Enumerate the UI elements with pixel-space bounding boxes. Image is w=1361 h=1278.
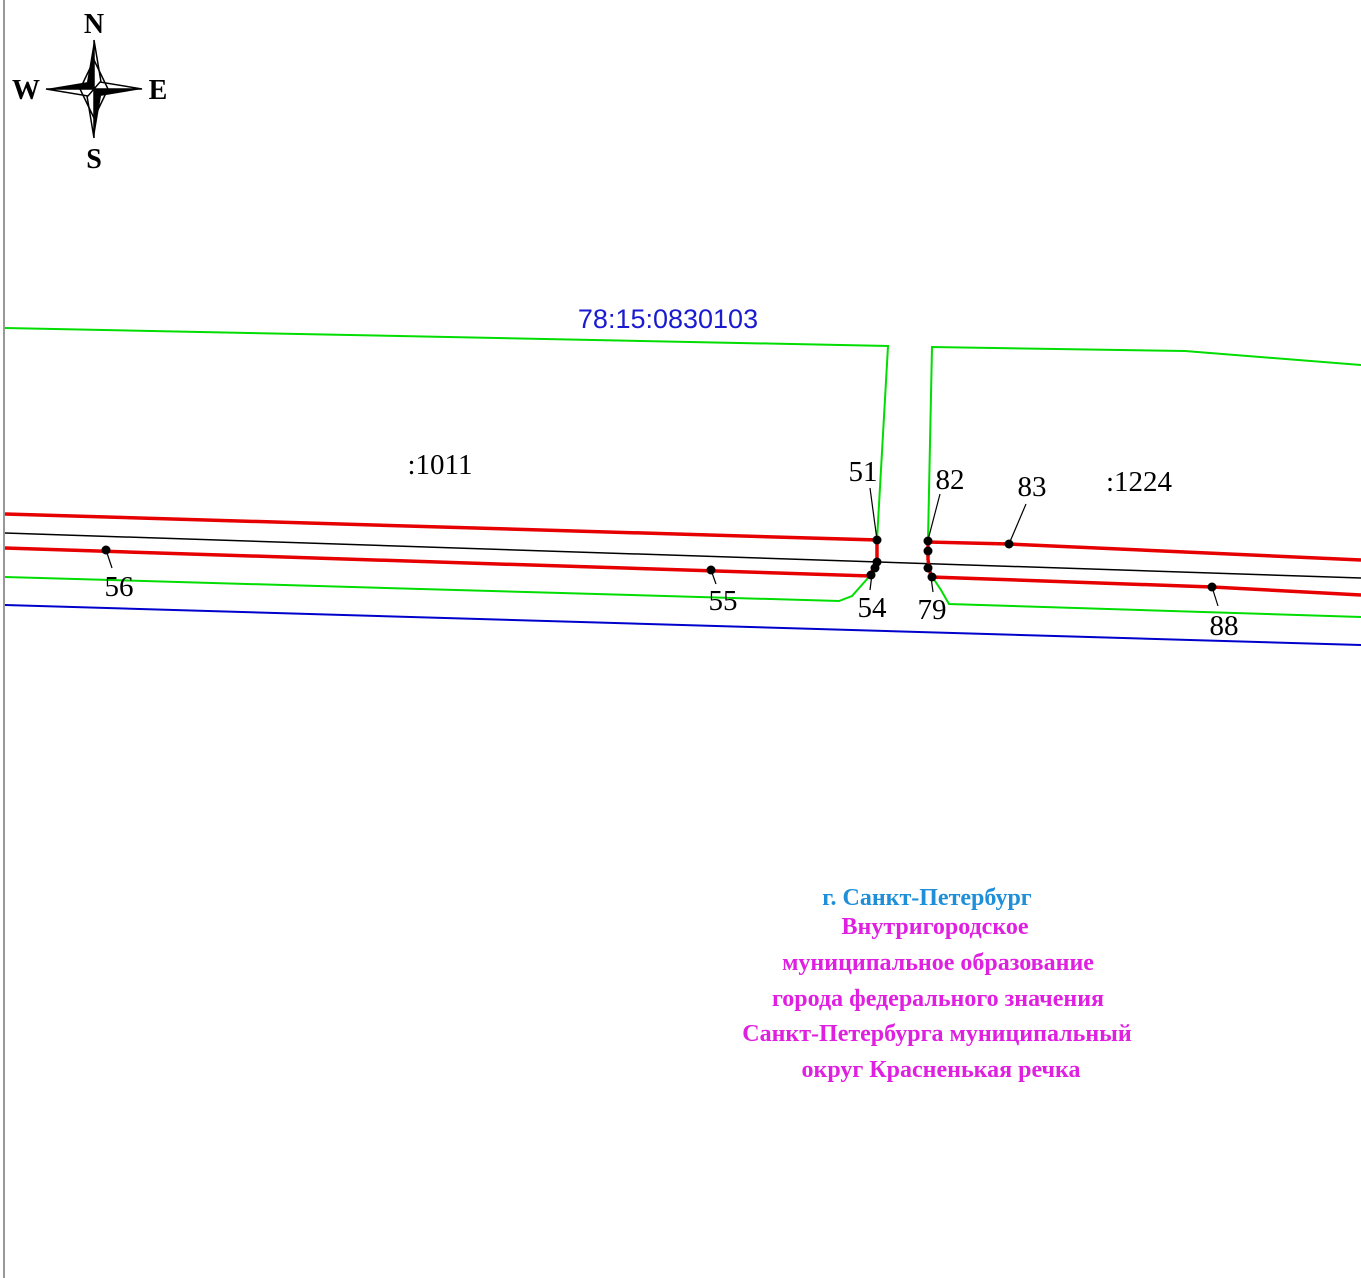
red-line-top-right: [926, 540, 1361, 562]
compass-east-label: E: [149, 75, 168, 106]
compass-star-icon: [45, 39, 143, 139]
center-line: [4, 532, 1361, 579]
point-label-56: 56: [105, 571, 134, 603]
city-label: г. Санкт-Петербург: [822, 885, 1032, 911]
compass-south-label: S: [86, 144, 102, 175]
point-marker-54: [866, 570, 876, 580]
municipality-label-line-4: Санкт-Петербурга муниципальный: [742, 1021, 1132, 1047]
block-boundary-line: [4, 604, 1361, 646]
point-label-54: 54: [858, 592, 888, 624]
compass-north-label: N: [84, 9, 104, 40]
point-marker-51: [872, 535, 882, 545]
point-label-82: 82: [936, 464, 965, 496]
point-marker-88: [1207, 582, 1217, 592]
point-marker-82: [923, 536, 933, 546]
parcel-label-left: :1011: [408, 449, 473, 481]
parcel-boundary-bottom-left: [4, 576, 869, 603]
point-label-79: 79: [918, 594, 947, 626]
point-label-55: 55: [709, 585, 738, 617]
point-label-83: 83: [1018, 471, 1047, 503]
parcel-boundary-bottom-right: [932, 577, 1361, 618]
point-marker-80: [923, 563, 933, 573]
point-leaders: [105, 487, 1219, 607]
point-marker-81: [923, 546, 933, 556]
municipality-label-line-5: округ Красненькая речка: [801, 1057, 1080, 1083]
compass-rose: N S W E: [12, 9, 167, 175]
compass-west-label: W: [12, 75, 40, 106]
parcel-label-right: :1224: [1106, 466, 1173, 498]
boundary-points: [101, 535, 1217, 592]
point-marker-83: [1004, 539, 1014, 549]
point-label-51: 51: [849, 456, 878, 488]
point-marker-56: [101, 545, 111, 555]
cadastral-block-label: 78:15:0830103: [578, 304, 758, 334]
municipality-label-line-1: Внутригородское: [841, 914, 1028, 940]
point-label-88: 88: [1210, 610, 1239, 642]
municipality-label-line-2: муниципальное образование: [782, 950, 1094, 976]
municipality-label-line-3: города федерального значения: [772, 986, 1104, 1012]
point-marker-55: [706, 565, 716, 575]
point-marker-53: [870, 563, 880, 573]
red-line-bottom-left: [4, 546, 879, 578]
point-marker-79: [927, 572, 937, 582]
parcel-boundary-top-left: [4, 327, 890, 541]
parcel-boundary-top-right: [927, 345, 1361, 541]
